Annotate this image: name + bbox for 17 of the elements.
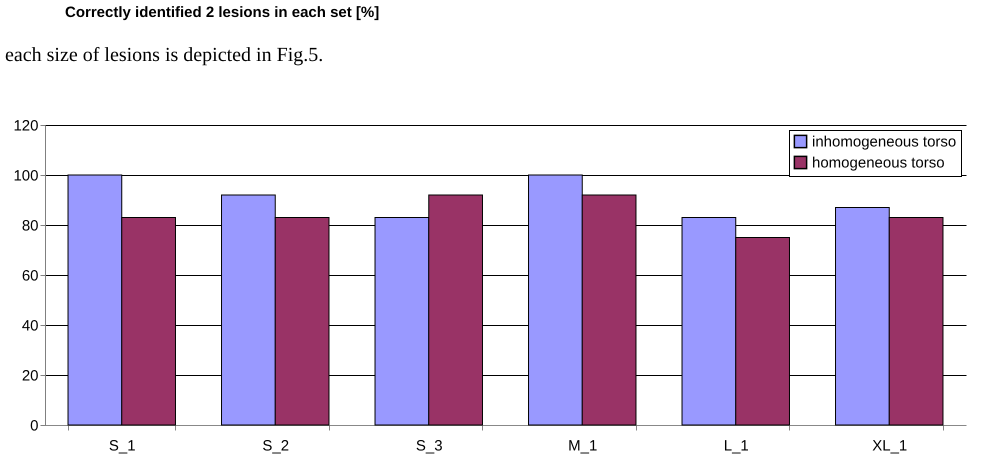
x-tick-label: M_1 [568, 438, 598, 454]
y-tick-label: 0 [30, 418, 38, 434]
x-tick-label: S_3 [416, 438, 443, 454]
chart-title: Correctly identified 2 lesions in each set [%] [65, 4, 380, 21]
y-tick-label: 60 [22, 268, 38, 284]
legend-label: homogeneous torso [812, 154, 945, 172]
text: each size of lesions is depicted in Fig.5. [5, 44, 324, 66]
y-tick-label: 100 [13, 168, 38, 184]
y-tick-label: 120 [13, 118, 38, 134]
y-tick-label: 20 [22, 368, 38, 384]
x-tick-label: S_2 [262, 438, 290, 454]
x-tick-label: L_1 [724, 438, 749, 454]
y-tick-label: 40 [22, 318, 38, 334]
y-tick-label: 80 [22, 218, 38, 234]
x-tick-label: S_1 [108, 438, 136, 454]
x-tick-label: XL_1 [872, 438, 908, 454]
legend-label: inhomogeneous torso [812, 134, 956, 150]
